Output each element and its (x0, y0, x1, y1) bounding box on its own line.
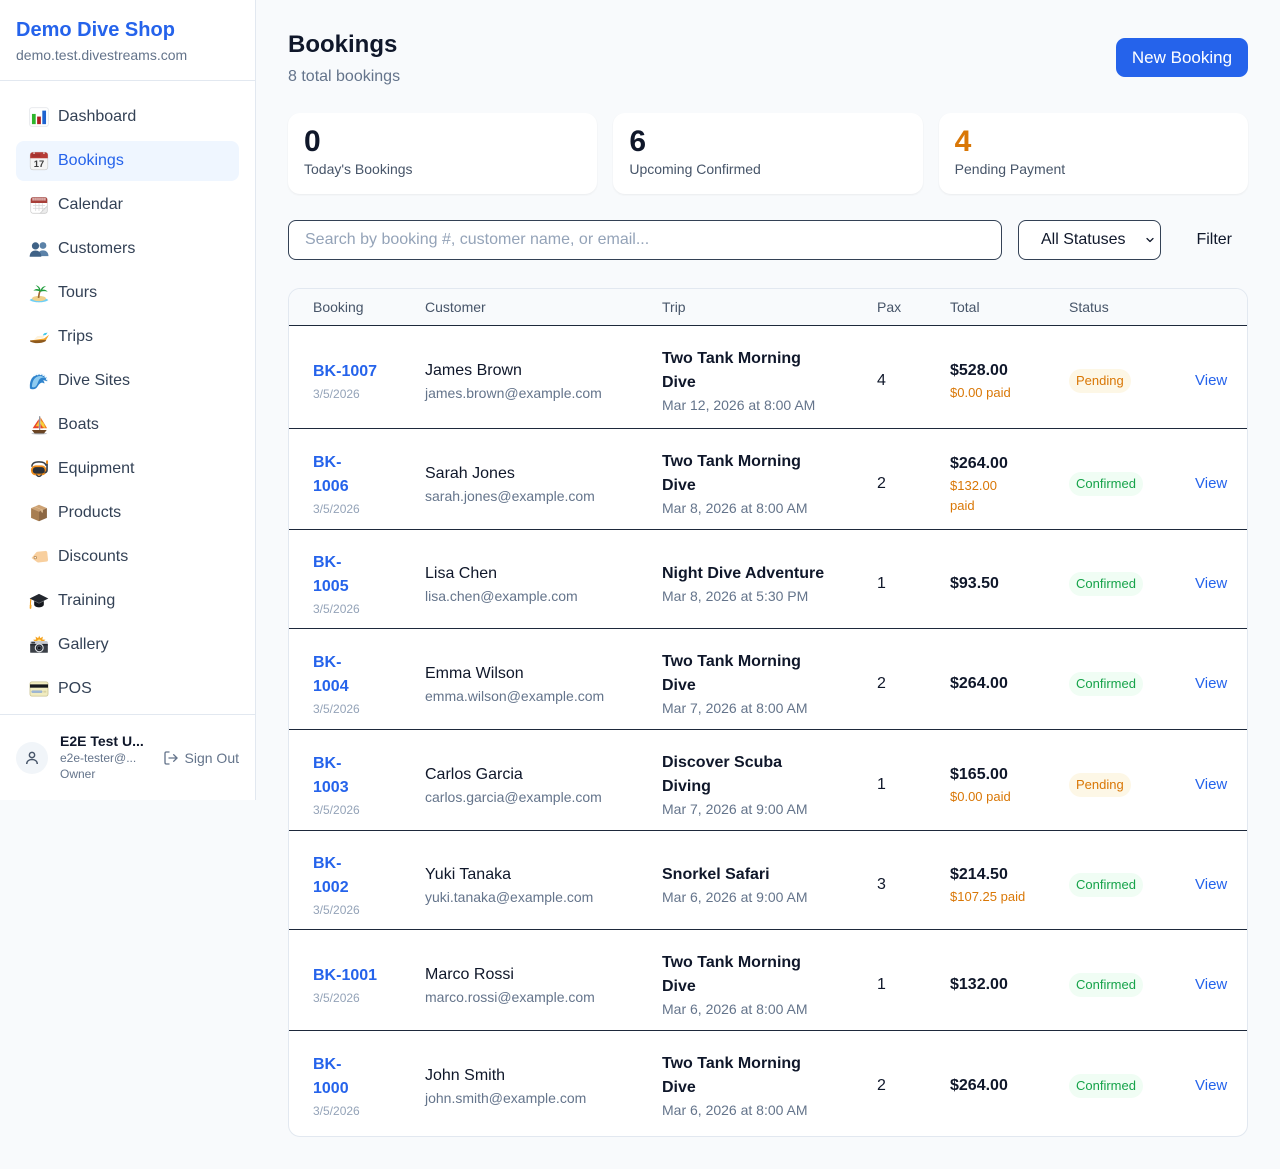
svg-text:17: 17 (34, 159, 44, 169)
